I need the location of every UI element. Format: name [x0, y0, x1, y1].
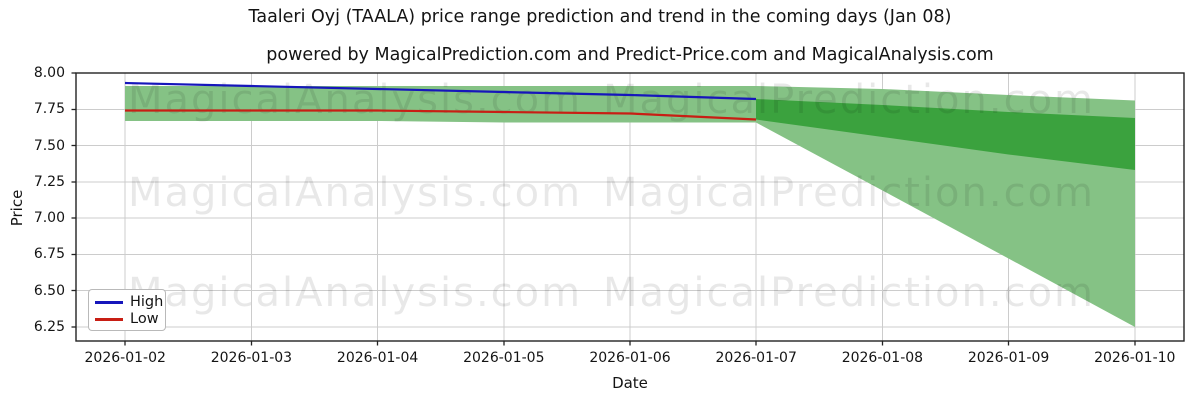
x-tick-label: 2026-01-09 [967, 350, 1050, 366]
y-tick-label: 7.75 [33, 101, 65, 118]
y-tick-label: 6.25 [33, 318, 65, 335]
x-tick-label: 2026-01-07 [715, 350, 797, 366]
x-tick-label: 2026-01-03 [210, 350, 293, 366]
legend-entry-high: High [95, 294, 165, 311]
legend-label-low: Low [130, 311, 159, 327]
y-tick-label: 8.00 [33, 65, 65, 81]
x-tick-label: 2026-01-10 [1094, 350, 1176, 366]
svg-text:MagicalPrediction.com: MagicalPrediction.com [603, 270, 1095, 316]
y-tick-label: 6.75 [33, 246, 65, 263]
svg-text:MagicalAnalysis.com: MagicalAnalysis.com [128, 170, 582, 216]
svg-text:MagicalAnalysis.com: MagicalAnalysis.com [128, 270, 582, 316]
y-tick-label: 7.25 [33, 173, 65, 190]
high-line-swatch [95, 301, 123, 304]
y-tick-label: 7.00 [33, 210, 65, 227]
x-tick-label: 2026-01-04 [336, 350, 419, 366]
y-tick-label: 7.50 [33, 137, 65, 154]
x-tick-label: 2026-01-05 [463, 350, 545, 366]
legend-label-high: High [130, 294, 164, 310]
x-tick-label: 2026-01-08 [841, 350, 924, 366]
legend-entry-low: Low [95, 311, 165, 328]
x-tick-label: 2026-01-06 [589, 350, 671, 366]
svg-text:MagicalPrediction.com: MagicalPrediction.com [603, 170, 1095, 216]
x-tick-label: 2026-01-02 [84, 350, 166, 366]
figure-subtitle: powered by MagicalPrediction.com and Pre… [266, 45, 994, 65]
y-tick-label: 6.50 [33, 282, 65, 299]
low-line-swatch [95, 318, 123, 321]
figure-title: Taaleri Oyj (TAALA) price range predicti… [248, 7, 952, 27]
x-axis-label: Date [612, 374, 648, 392]
legend: High Low [88, 289, 166, 331]
